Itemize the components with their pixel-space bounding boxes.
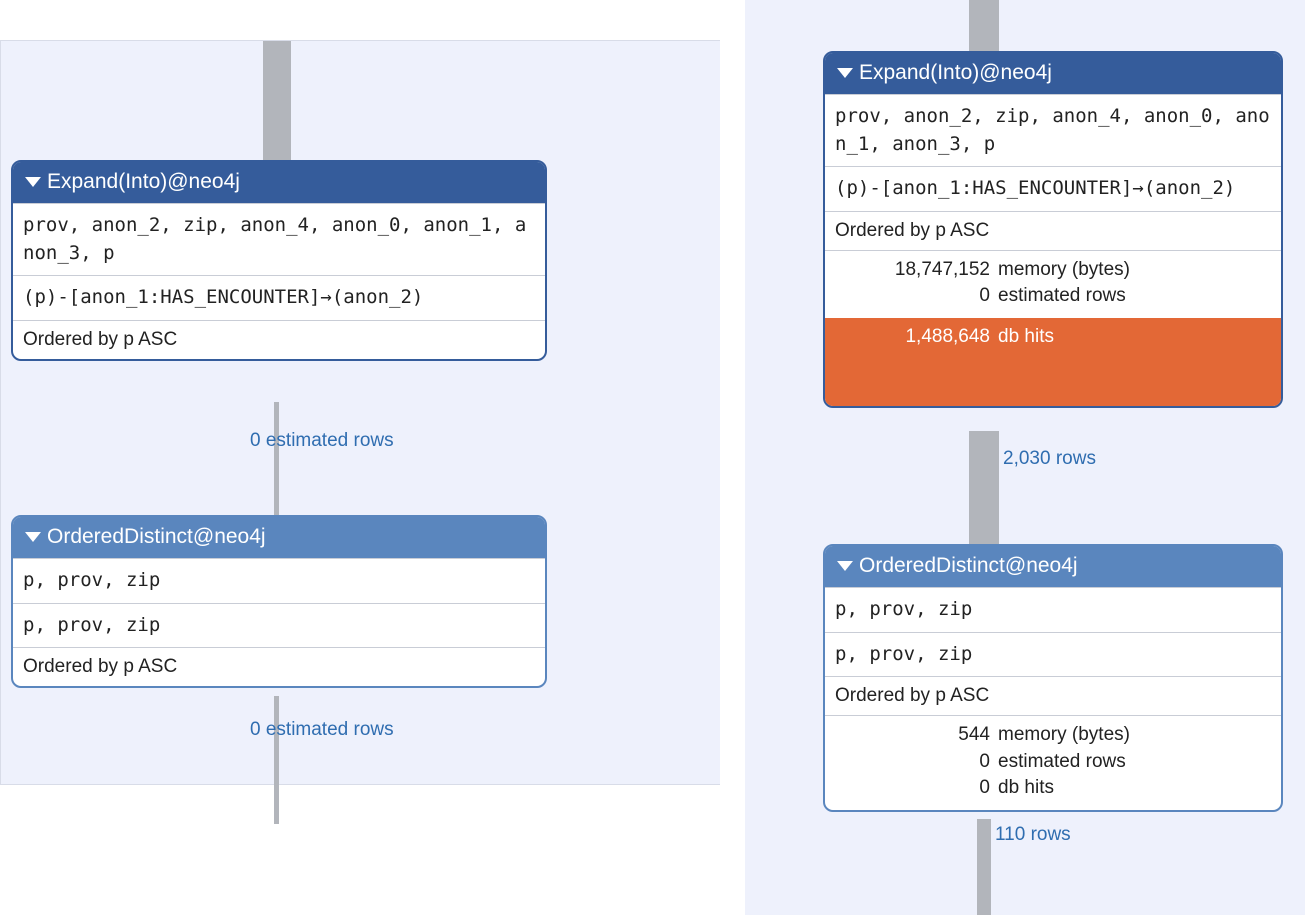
node-ordered-distinct-left: OrderedDistinct@neo4j p, prov, zipp, prov…: [11, 515, 547, 688]
collapse-triangle-icon: [25, 532, 41, 542]
node-detail-mono: prov, anon_2, zip, anon_4, anon_0, anon_…: [13, 203, 545, 275]
connector-left-2: [274, 696, 279, 824]
stat-label: memory (bytes): [998, 722, 1130, 749]
collapse-triangle-icon: [837, 561, 853, 571]
node-stats: 544 memory (bytes) 0 estimated rows 0 db hits: [825, 715, 1281, 810]
stat-value: 0: [835, 749, 990, 776]
node-detail: Ordered by p ASC: [13, 320, 545, 359]
connector-left-1: [274, 402, 279, 517]
node-detail-mono: prov, anon_2, zip, anon_4, anon_0, anon_…: [825, 94, 1281, 166]
node-title: OrderedDistinct@neo4j: [47, 525, 266, 549]
node-header[interactable]: Expand(Into)@neo4j: [825, 53, 1281, 94]
stat-value: 0: [835, 283, 990, 310]
collapse-triangle-icon: [837, 68, 853, 78]
db-hits-label: db hits: [998, 326, 1054, 348]
node-detail: Ordered by p ASC: [825, 676, 1281, 715]
edge-label-left-1: 0 estimated rows: [250, 430, 394, 452]
left-panel: Expand(Into)@neo4j prov, anon_2, zip, ano…: [0, 40, 720, 785]
node-header[interactable]: Expand(Into)@neo4j: [13, 162, 545, 203]
right-panel: Expand(Into)@neo4j prov, anon_2, zip, ano…: [745, 0, 1305, 915]
node-header[interactable]: OrderedDistinct@neo4j: [13, 517, 545, 558]
connector-left-top: [263, 41, 291, 162]
stat-label: estimated rows: [998, 749, 1126, 776]
node-stats: 18,747,152 memory (bytes) 0 estimated rows: [825, 250, 1281, 318]
node-ordered-distinct-right: OrderedDistinct@neo4j p, prov, zipp, prov…: [823, 544, 1283, 812]
stat-line: 0 estimated rows: [835, 283, 1271, 310]
connector-right-top: [969, 0, 999, 53]
stat-value: 0: [835, 775, 990, 802]
stat-line: 18,747,152 memory (bytes): [835, 257, 1271, 284]
node-detail-mono: (p)-[anon_1:HAS_ENCOUNTER]→(anon_2): [13, 275, 545, 320]
edge-label-left-2: 0 estimated rows: [250, 719, 394, 741]
stat-label: db hits: [998, 775, 1054, 802]
connector-right-1: [969, 431, 999, 546]
node-detail-mono: p, prov, zip: [825, 632, 1281, 677]
stat-label: estimated rows: [998, 283, 1126, 310]
node-expand-into-left: Expand(Into)@neo4j prov, anon_2, zip, ano…: [11, 160, 547, 361]
edge-label-right-2: 110 rows: [995, 824, 1071, 846]
node-detail-mono: p, prov, zip: [13, 603, 545, 648]
node-detail-mono: p, prov, zip: [13, 558, 545, 603]
db-hits-value: 1,488,648: [835, 326, 990, 348]
stat-value: 544: [835, 722, 990, 749]
stat-label: memory (bytes): [998, 257, 1130, 284]
node-title: Expand(Into)@neo4j: [47, 170, 240, 194]
collapse-triangle-icon: [25, 177, 41, 187]
stat-line: 544 memory (bytes): [835, 722, 1271, 749]
node-header[interactable]: OrderedDistinct@neo4j: [825, 546, 1281, 587]
stat-value: 18,747,152: [835, 257, 990, 284]
stat-line: 0 db hits: [835, 775, 1271, 802]
node-expand-into-right: Expand(Into)@neo4j prov, anon_2, zip, ano…: [823, 51, 1283, 408]
node-title: OrderedDistinct@neo4j: [859, 554, 1078, 578]
db-hits-block: 1,488,648 db hits: [825, 318, 1281, 406]
node-detail: Ordered by p ASC: [13, 647, 545, 686]
stat-line: 0 estimated rows: [835, 749, 1271, 776]
node-title: Expand(Into)@neo4j: [859, 61, 1052, 85]
connector-right-2: [977, 819, 991, 915]
edge-label-right-1: 2,030 rows: [1003, 448, 1096, 470]
node-detail: Ordered by p ASC: [825, 211, 1281, 250]
node-detail-mono: p, prov, zip: [825, 587, 1281, 632]
node-detail-mono: (p)-[anon_1:HAS_ENCOUNTER]→(anon_2): [825, 166, 1281, 211]
